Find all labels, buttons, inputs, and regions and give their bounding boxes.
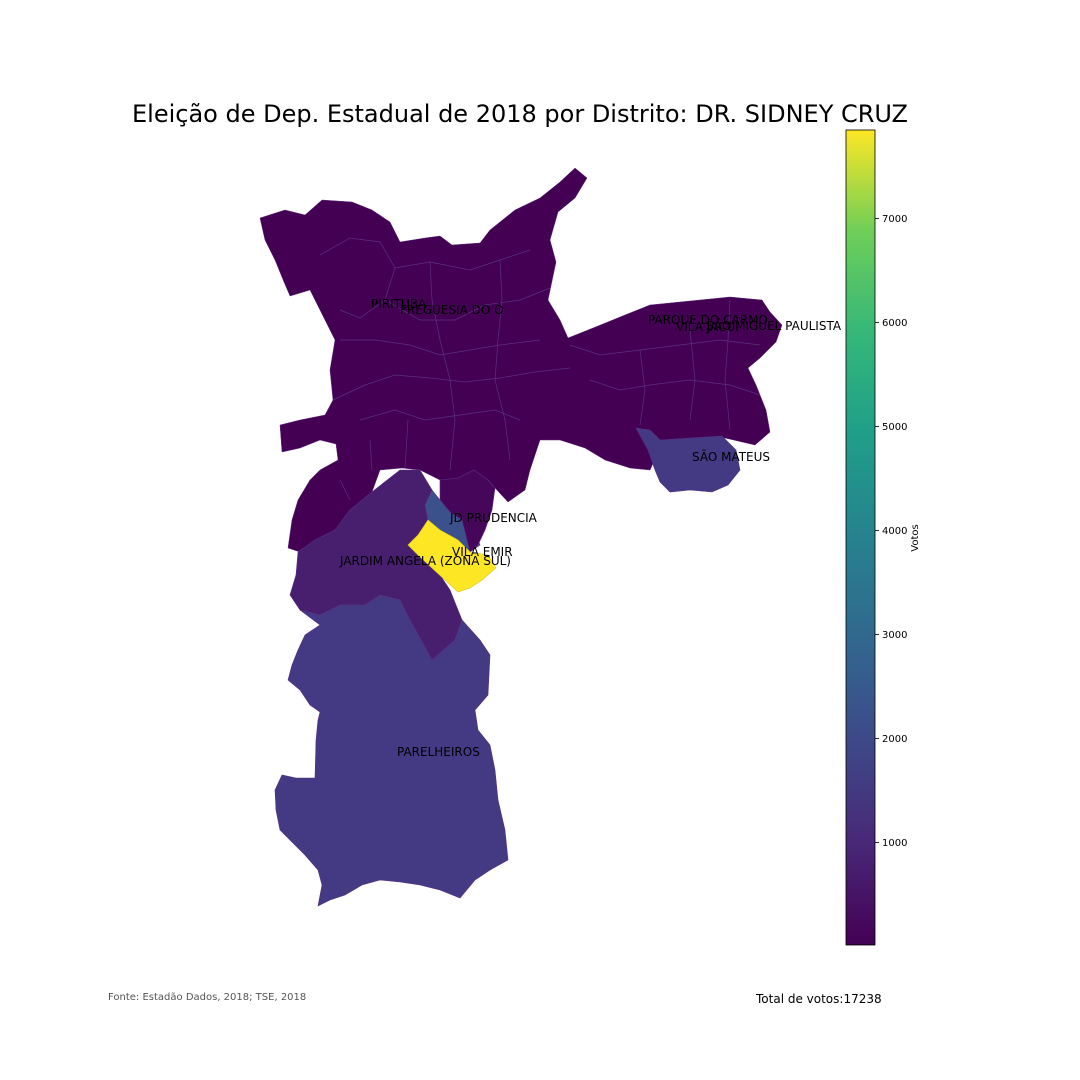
label-sao-miguel: SÃO MIGUEL PAULISTA bbox=[706, 318, 842, 333]
region-parelheiros bbox=[274, 594, 509, 907]
colorbar-ticks: 1000 2000 3000 4000 5000 6000 7000 bbox=[875, 214, 907, 849]
colorbar-tick-label: 4000 bbox=[882, 526, 907, 537]
label-jd-prudencia: JD PRUDENCIA bbox=[449, 511, 538, 525]
colorbar-tick-label: 7000 bbox=[882, 214, 907, 225]
label-parque-carmo: PARQUE DO CARMO bbox=[648, 313, 768, 327]
colorbar-tick-label: 2000 bbox=[882, 734, 907, 745]
label-parelheiros: PARELHEIROS bbox=[397, 745, 480, 759]
map-title: Eleição de Dep. Estadual de 2018 por Dis… bbox=[131, 100, 908, 128]
colorbar-tick-label: 1000 bbox=[882, 838, 907, 849]
label-jardim-angela: JARDIM ANGELA (ZONA SUL) bbox=[339, 554, 511, 568]
colorbar-tick-label: 5000 bbox=[882, 422, 907, 433]
label-vila-jacui: VILA JACUÍ bbox=[676, 319, 739, 334]
colorbar-tick-label: 3000 bbox=[882, 630, 907, 641]
district-boundaries bbox=[319, 237, 761, 501]
label-freguesia: FREGUESIA DO Ó bbox=[400, 302, 504, 317]
region-vila-emir bbox=[407, 519, 497, 593]
region-south-east-purple bbox=[439, 469, 496, 553]
label-vila-emir: VILA EMIR bbox=[452, 545, 513, 559]
source-note: Fonte: Estadão Dados, 2018; TSE, 2018 bbox=[108, 992, 307, 1003]
region-sao-mateus bbox=[635, 427, 741, 493]
colorbar-tick-label: 6000 bbox=[882, 318, 907, 329]
total-votes: Total de votos:17238 bbox=[756, 992, 882, 1006]
colorbar-label: Votos bbox=[910, 524, 921, 551]
label-pirituba: PIRITUBA bbox=[371, 297, 427, 311]
colorbar: 1000 2000 3000 4000 5000 6000 7000 Votos bbox=[845, 129, 921, 946]
label-sao-mateus: SÃO MATEUS bbox=[692, 449, 770, 464]
region-north bbox=[259, 167, 783, 553]
colorbar-gradient bbox=[845, 129, 876, 946]
